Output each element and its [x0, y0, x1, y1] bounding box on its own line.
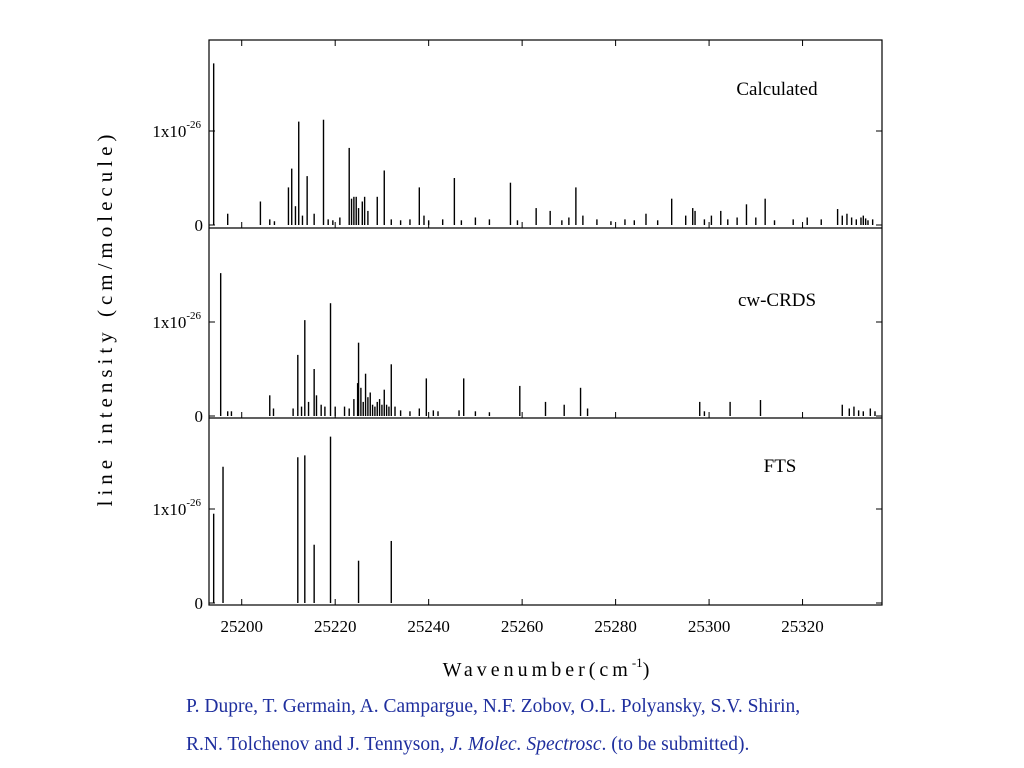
panel-cw-crds: 0 1x10-26 cw-CRDS	[152, 273, 882, 426]
panel-label: FTS	[764, 456, 797, 477]
citation-journal: J. Molec. Spectrosc	[449, 734, 602, 755]
citation-authors: R.N. Tolchenov and J. Tennyson	[186, 734, 440, 755]
y-tick-label: 1x10-26	[152, 310, 201, 332]
panel-fts: 0 1x10-26 FTS	[152, 436, 882, 613]
citation-line-2: R.N. Tolchenov and J. Tennyson, J. Molec…	[186, 734, 749, 756]
x-tick-label: 25240	[407, 617, 450, 636]
x-tick-label: 25280	[594, 617, 637, 636]
y-axis-label: line intensity (cm/molecule)	[93, 130, 117, 507]
plot-frame	[208, 39, 883, 606]
y-tick-label: 0	[195, 594, 204, 613]
x-axis-label: Wavenumber(cm-1)	[443, 655, 654, 681]
x-tick-label: 25260	[501, 617, 544, 636]
citation-status: . (to be submitted).	[601, 734, 750, 755]
y-tick-label: 0	[195, 216, 204, 235]
panel-label: cw-CRDS	[738, 290, 816, 311]
y-tick-label: 0	[195, 407, 204, 426]
spectra-chart: 0 1x10-26 Calculated 0 1x10-26 cw-CRDS 0 1x10-2…	[93, 39, 883, 681]
x-tick-label: 25300	[688, 617, 731, 636]
x-tick-label: 25220	[314, 617, 357, 636]
y-tick-label: 1x10-26	[152, 497, 201, 519]
panel-label: Calculated	[736, 79, 818, 100]
x-tick-label: 25200	[220, 617, 263, 636]
x-tick-label: 25320	[781, 617, 824, 636]
citation-separator: ,	[439, 734, 450, 755]
citation-line-1: P. Dupre, T. Germain, A. Campargue, N.F.…	[186, 696, 801, 717]
y-tick-label: 1x10-26	[152, 119, 201, 141]
panel-calculated: 0 1x10-26 Calculated	[152, 40, 882, 235]
